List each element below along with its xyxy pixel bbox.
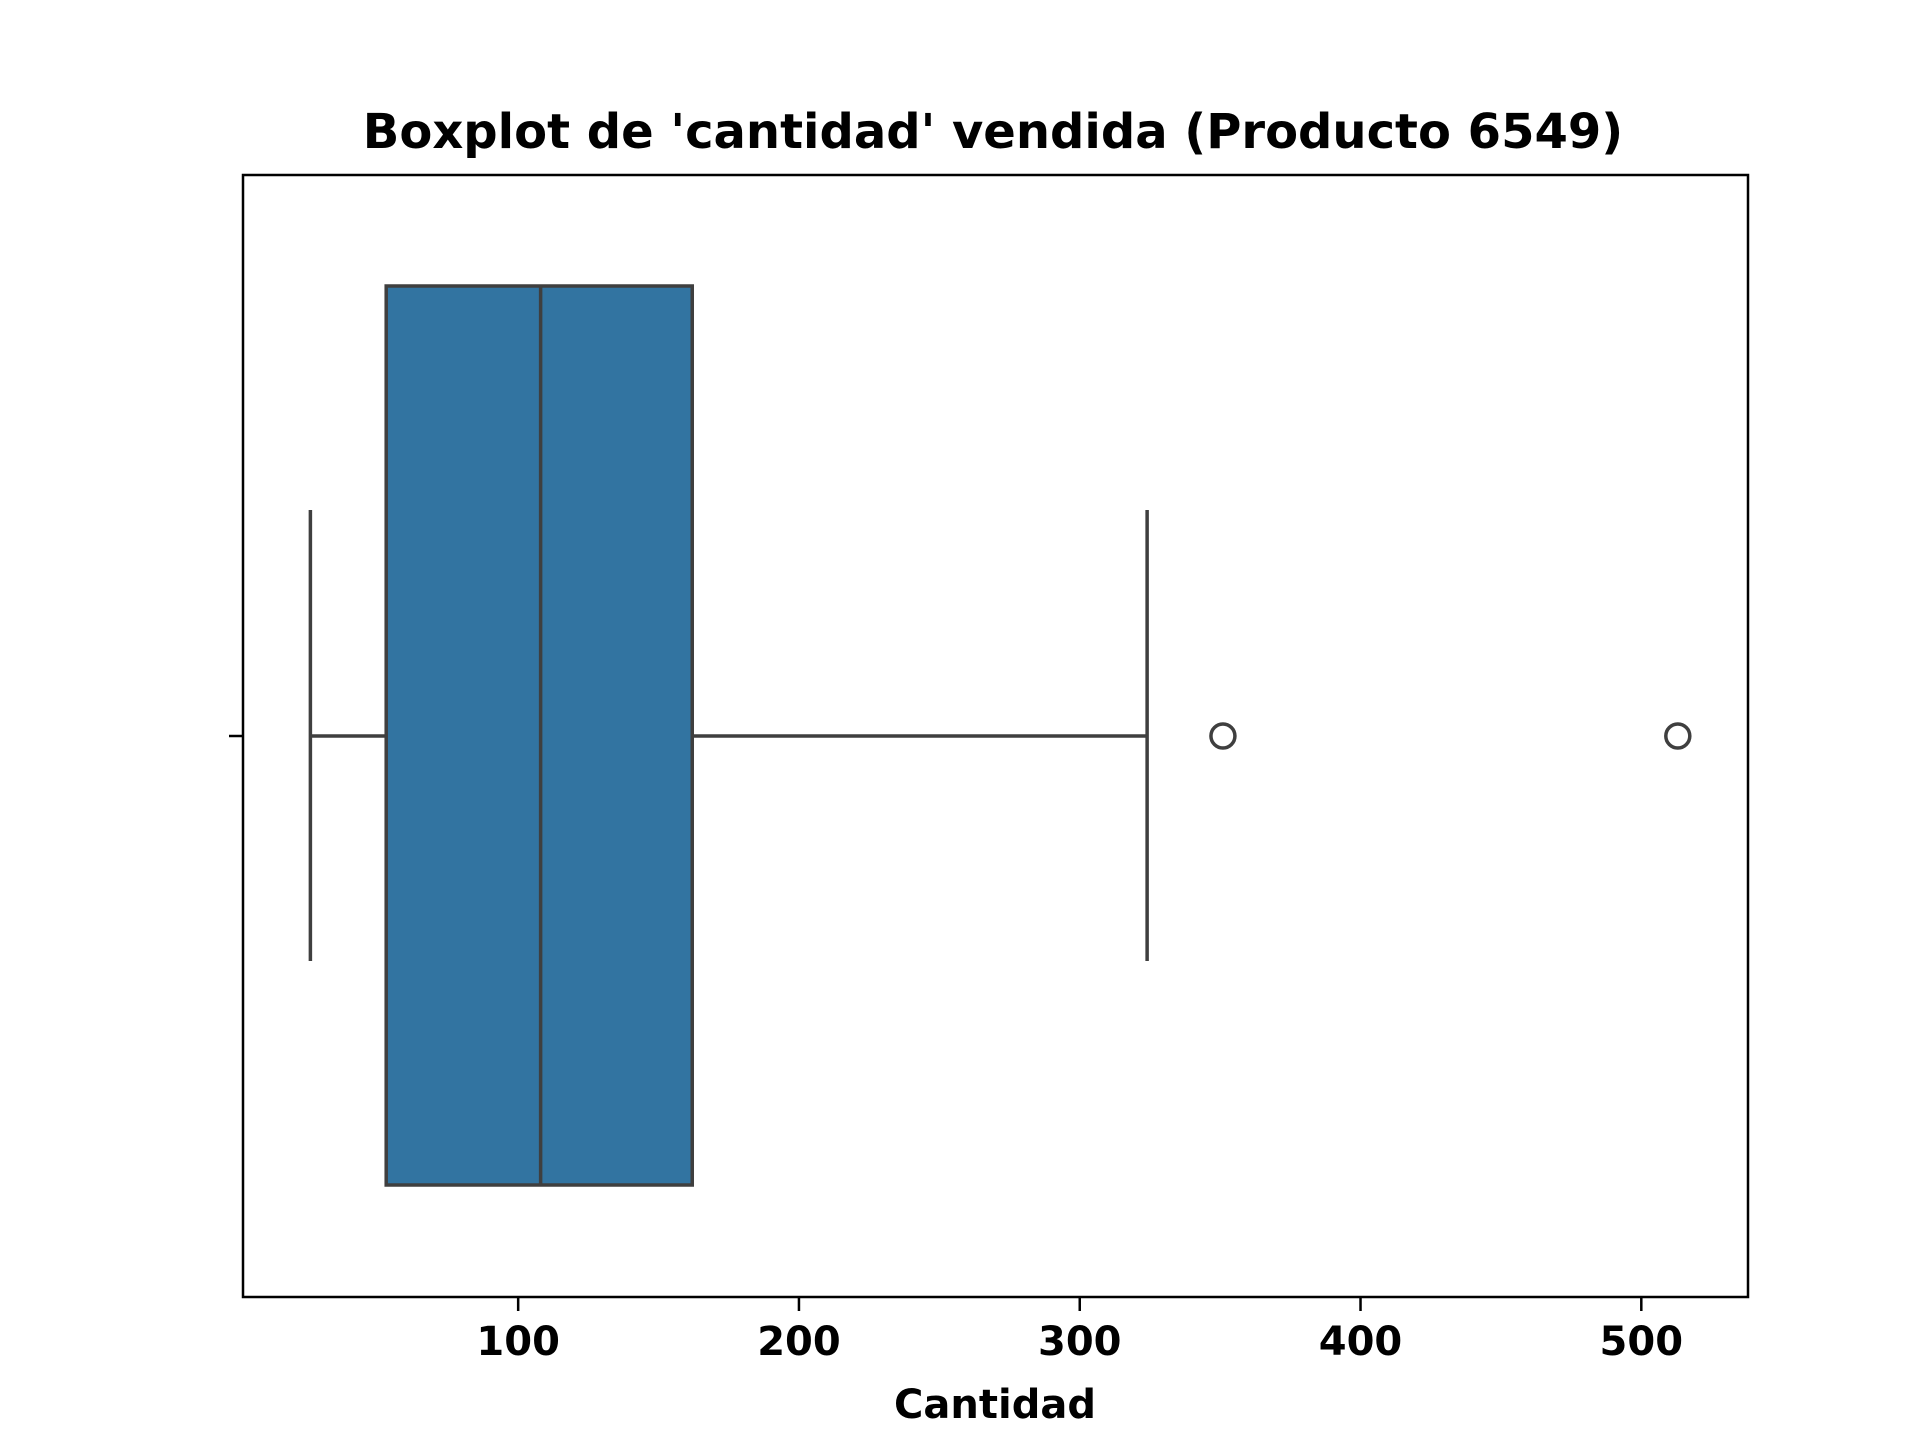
plot-area (308, 284, 1692, 1187)
outlier-point (1209, 722, 1237, 750)
x-axis-ticks: 100 200 300 400 500 (476, 1297, 1683, 1365)
x-tick-label: 200 (757, 1319, 841, 1365)
x-tick-label: 100 (476, 1319, 560, 1365)
x-tick-label: 300 (1038, 1319, 1122, 1365)
x-axis-label: Cantidad (894, 1382, 1096, 1428)
x-tick-label: 500 (1600, 1319, 1684, 1365)
chart-title: Boxplot de 'cantidad' vendida (Producto … (363, 104, 1623, 160)
x-tick-label: 400 (1319, 1319, 1403, 1365)
outlier-point (1664, 722, 1692, 750)
